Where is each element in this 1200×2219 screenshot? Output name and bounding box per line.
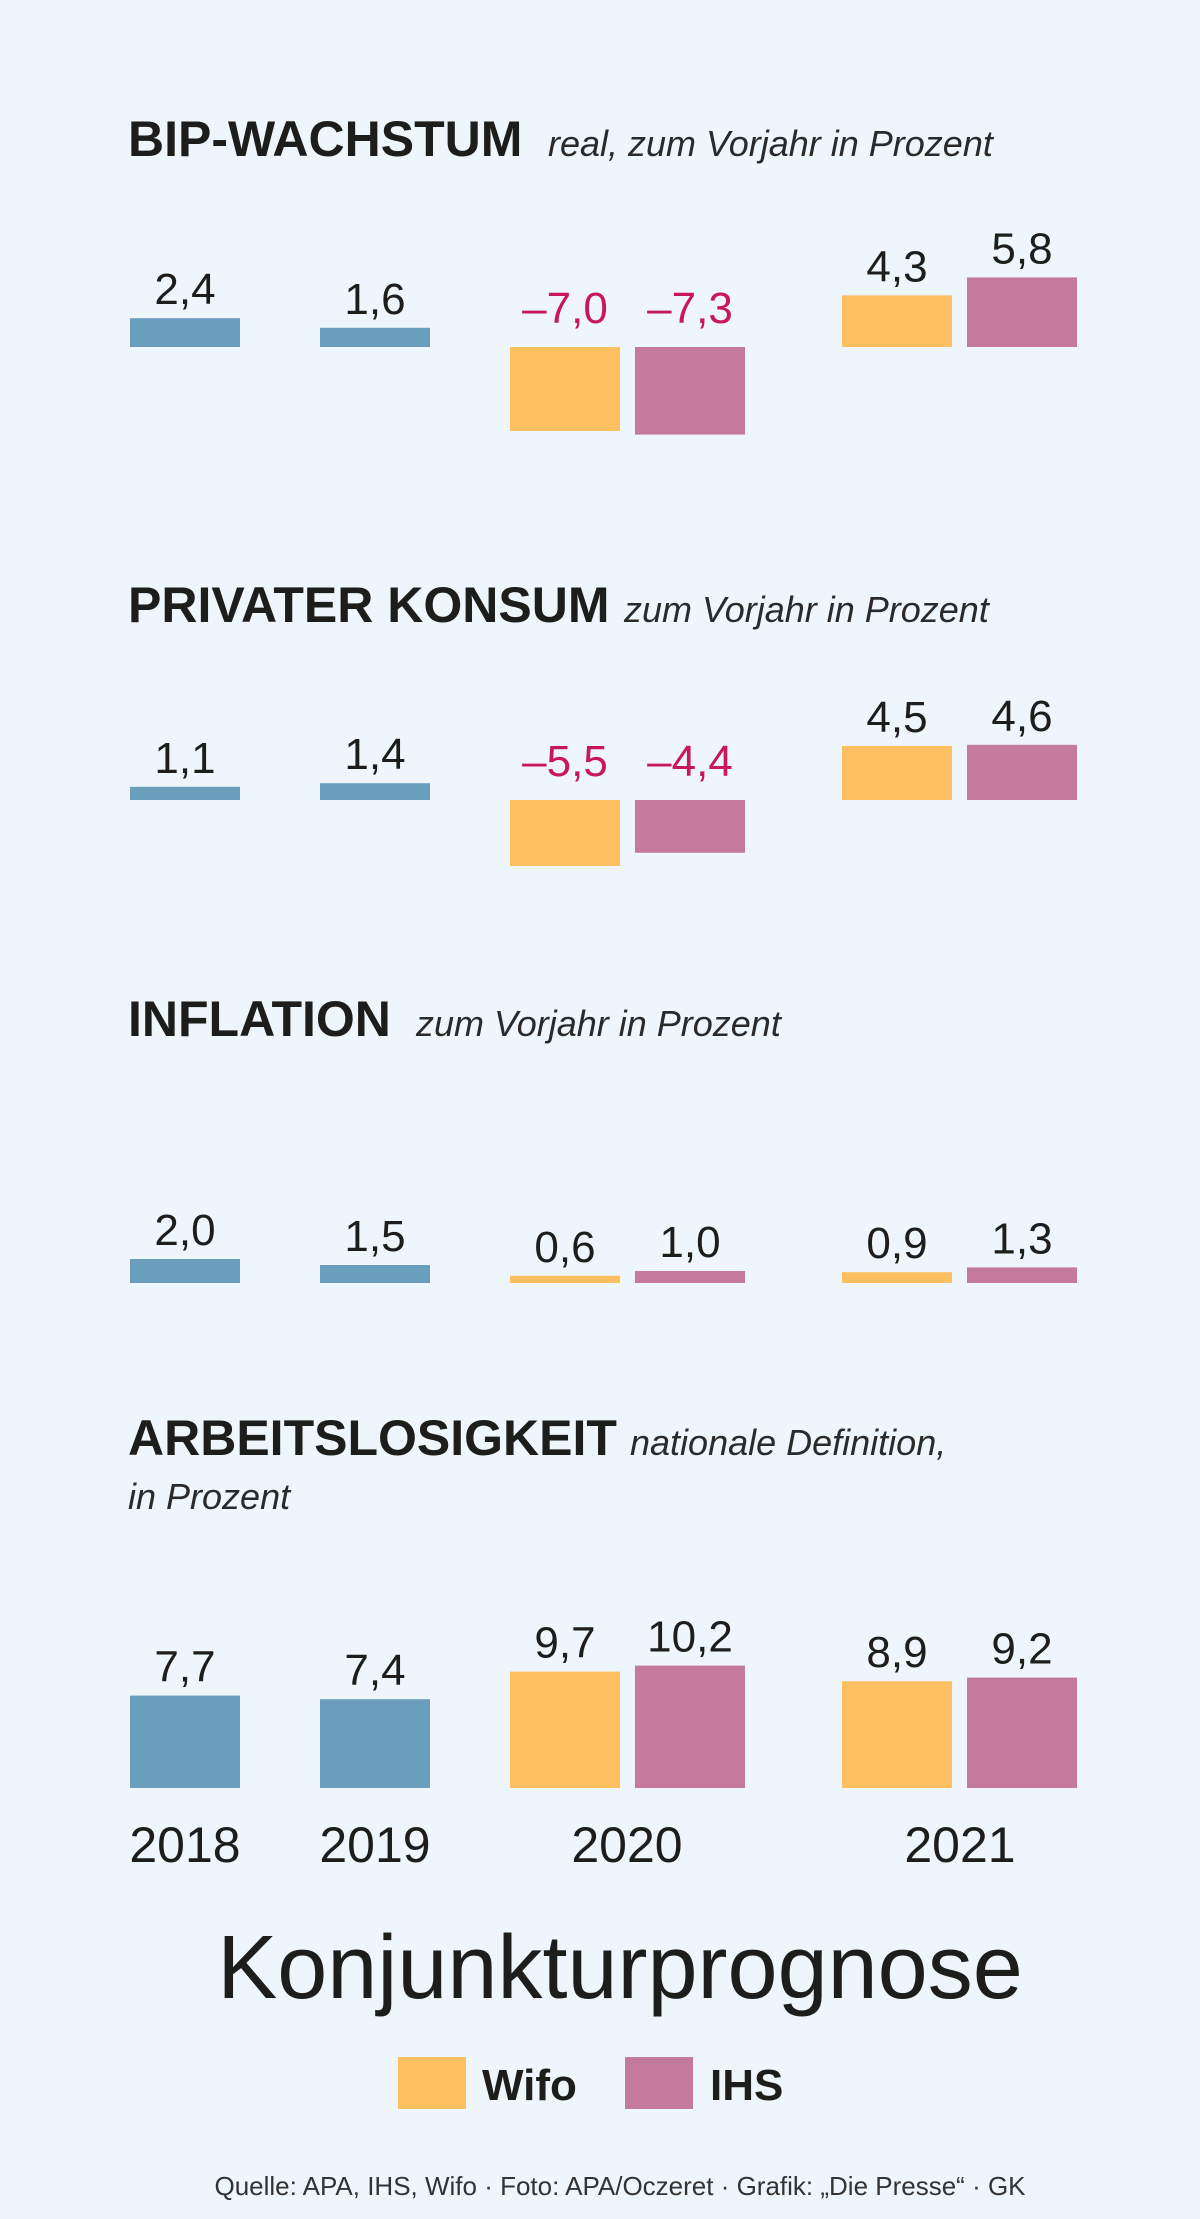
data-label: 7,4: [344, 1646, 405, 1695]
bar-wifo: [510, 800, 620, 866]
panel-title: INFLATION: [128, 991, 391, 1047]
data-label: 1,0: [659, 1218, 720, 1267]
data-label: 9,2: [991, 1625, 1052, 1674]
bar-wifo: [510, 1275, 620, 1283]
bar-wifo: [510, 1671, 620, 1788]
legend: Wifo IHS: [398, 2057, 783, 2110]
x-tick-label: 2018: [129, 1817, 240, 1873]
bar-past: [130, 1695, 240, 1788]
legend-label-wifo: Wifo: [482, 2061, 577, 2110]
data-label: 0,9: [866, 1219, 927, 1268]
data-label: 2,0: [154, 1206, 215, 1255]
data-label: 4,3: [866, 242, 927, 291]
data-label: 8,9: [866, 1628, 927, 1677]
bar-wifo: [842, 1681, 952, 1788]
data-label: –4,4: [647, 737, 733, 786]
bar-wifo: [842, 1272, 952, 1283]
bar-past: [130, 786, 240, 800]
bar-wifo: [510, 347, 620, 431]
panel-title: ARBEITSLOSIGKEIT: [128, 1410, 617, 1466]
legend-label-ihs: IHS: [710, 2061, 783, 2110]
bar-ihs: [635, 347, 745, 435]
data-label: 0,6: [534, 1223, 595, 1272]
data-label: –7,3: [647, 284, 733, 333]
panel-subtitle: zum Vorjahr in Prozent: [623, 589, 991, 630]
panel-subtitle: nationale Definition,: [630, 1422, 946, 1463]
bar-wifo: [842, 295, 952, 347]
data-label: 5,8: [991, 224, 1052, 273]
bar-past: [320, 783, 430, 800]
bar-ihs: [967, 744, 1077, 800]
bar-past: [320, 1699, 430, 1788]
bar-past: [130, 318, 240, 347]
x-tick-label: 2021: [904, 1817, 1015, 1873]
bar-past: [320, 1265, 430, 1283]
bar-ihs: [635, 1271, 745, 1283]
main-title: Konjunkturprognose: [217, 1918, 1023, 2018]
data-label: 1,1: [154, 734, 215, 783]
data-label: 10,2: [647, 1613, 733, 1662]
panel-subtitle: zum Vorjahr in Prozent: [415, 1003, 783, 1044]
panel-title: PRIVATER KONSUM: [128, 577, 610, 633]
data-label: 1,4: [344, 730, 405, 779]
bar-past: [130, 1259, 240, 1283]
legend-swatch-ihs: [625, 2057, 693, 2109]
bar-ihs: [635, 800, 745, 853]
data-label: –7,0: [522, 284, 608, 333]
bar-ihs: [967, 1677, 1077, 1788]
data-label: 4,5: [866, 693, 927, 742]
panel-subtitle-2: in Prozent: [128, 1476, 292, 1517]
data-label: 1,3: [991, 1214, 1052, 1263]
data-label: –5,5: [522, 737, 608, 786]
panel-subtitle: real, zum Vorjahr in Prozent: [548, 123, 995, 164]
data-label: 4,6: [991, 692, 1052, 741]
bar-wifo: [842, 746, 952, 800]
x-tick-label: 2019: [319, 1817, 430, 1873]
bar-past: [320, 327, 430, 347]
x-tick-label: 2020: [571, 1817, 682, 1873]
bar-ihs: [967, 1267, 1077, 1283]
source-note: Quelle: APA, IHS, Wifo · Foto: APA/Oczer…: [214, 2171, 1026, 2201]
legend-swatch-wifo: [398, 2057, 466, 2109]
bar-ihs: [635, 1665, 745, 1788]
data-label: 1,6: [344, 275, 405, 324]
data-label: 2,4: [154, 265, 215, 314]
data-label: 9,7: [534, 1619, 595, 1668]
data-label: 1,5: [344, 1212, 405, 1261]
data-label: 7,7: [154, 1643, 215, 1692]
panel-title: BIP-WACHSTUM: [128, 111, 522, 167]
bar-ihs: [967, 277, 1077, 347]
